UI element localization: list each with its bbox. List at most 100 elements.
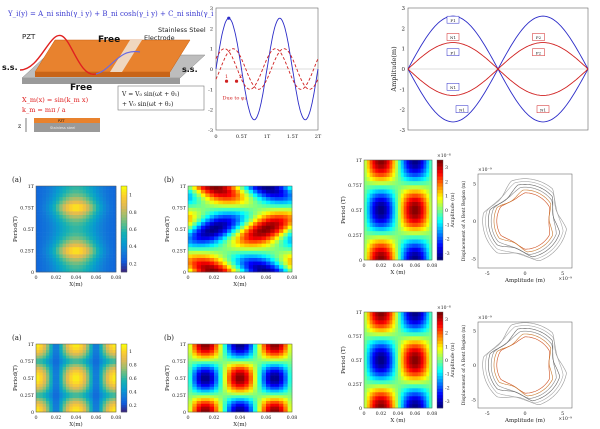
heatmap-cell	[76, 232, 80, 237]
heatmap-cell	[205, 203, 210, 208]
heatmap-cell	[49, 239, 53, 244]
heatmap-cell	[86, 363, 90, 367]
heatmap-cell	[364, 197, 368, 202]
heatmap-cell	[261, 366, 267, 370]
heatmap-cell	[240, 363, 245, 367]
heatmap-cell	[364, 160, 368, 165]
heatmap-cell	[106, 355, 110, 359]
heatmap-cell	[82, 355, 87, 359]
heatmap-cell	[429, 344, 433, 349]
colorbar-cell	[437, 180, 443, 184]
heatmap-cell	[46, 400, 50, 404]
heatmap-cell	[66, 406, 70, 410]
heatmap-cell	[92, 355, 97, 359]
heatmap-cell	[36, 349, 40, 353]
heatmap-cell	[372, 230, 376, 236]
heatmap-cell	[389, 328, 393, 333]
heatmap-cell	[109, 380, 113, 384]
heatmap-cell	[86, 229, 90, 233]
heatmap-cell	[423, 340, 427, 345]
heatmap-cell	[253, 264, 258, 269]
colorbar-cell	[437, 200, 443, 204]
heatmap-cell	[244, 355, 249, 359]
heatmap-cell	[36, 229, 40, 233]
heatmap-cell	[112, 397, 117, 401]
heatmap-cell	[253, 392, 258, 396]
heatmap-cell	[412, 222, 416, 227]
heatmap-cell	[89, 395, 93, 399]
heatmap-cell	[274, 229, 280, 233]
heatmap-cell	[383, 180, 387, 186]
heatmap-cell	[62, 400, 67, 404]
heatmap-cell	[201, 355, 206, 359]
heatmap-cell	[86, 225, 90, 230]
heatmap-cell	[253, 211, 258, 215]
heatmap-cell	[420, 222, 424, 227]
heatmap-cell	[76, 352, 80, 356]
heatmap-cell	[395, 210, 399, 215]
heatmap-cell	[381, 164, 385, 169]
heatmap-cell	[386, 344, 390, 349]
heatmap-cell	[279, 189, 284, 194]
heatmap-cell	[46, 221, 50, 226]
heatmap-cell	[248, 229, 254, 233]
colorbar-cell	[437, 340, 443, 345]
heatmap-cell	[389, 316, 393, 321]
heatmap-cell	[192, 372, 197, 376]
heatmap-cell	[72, 369, 77, 373]
heatmap-cell	[403, 380, 407, 385]
heatmap-cell	[366, 344, 370, 349]
heatmap-cell	[395, 222, 399, 227]
heatmap-cell	[372, 172, 376, 177]
heatmap-cell	[270, 232, 275, 237]
heatmap-cell	[261, 268, 267, 273]
heatmap-cell	[188, 189, 193, 194]
heatmap-cell	[423, 235, 427, 240]
heatmap-cell	[253, 389, 258, 393]
heatmap-cell	[39, 211, 43, 215]
heatmap-cell	[261, 372, 267, 376]
heatmap-cell	[109, 229, 113, 233]
heatmap-cell	[82, 214, 87, 219]
heatmap-cell	[386, 356, 390, 361]
heatmap-cell	[389, 368, 393, 373]
heatmap-cell	[253, 239, 258, 244]
heatmap-cell	[364, 164, 368, 169]
heatmap-cell	[72, 346, 77, 350]
heatmap-cell	[52, 372, 57, 376]
heatmap-cell	[372, 368, 376, 373]
heatmap-cell	[261, 409, 267, 413]
heatmap-cell	[227, 193, 232, 198]
y-tick-label: 1T	[180, 184, 187, 190]
heatmap-cell	[49, 392, 53, 396]
heatmap-cell	[426, 189, 430, 194]
heatmap-cell	[39, 264, 43, 269]
heatmap-cell	[235, 218, 241, 223]
heatmap-cell	[398, 255, 402, 261]
heatmap-cell	[423, 336, 427, 341]
heatmap-cell	[89, 254, 93, 258]
heatmap-cell	[244, 352, 249, 356]
y-tick-label: 0.25T	[348, 233, 363, 239]
heatmap-cell	[400, 210, 404, 215]
heatmap-cell	[261, 363, 267, 367]
heatmap-cell	[205, 232, 210, 237]
heatmap-cell	[423, 239, 427, 244]
heatmap-cell	[56, 344, 60, 348]
heatmap-cell	[227, 378, 232, 382]
heatmap-cell	[46, 355, 50, 359]
heatmap-cell	[109, 200, 113, 205]
heatmap-cell	[398, 372, 402, 377]
heatmap-cell	[112, 349, 117, 353]
heatmap-cell	[209, 232, 215, 237]
heatmap-cell	[214, 221, 219, 226]
heatmap-cell	[76, 203, 80, 208]
colorbar-cell	[437, 392, 443, 396]
heatmap-cell	[375, 222, 379, 227]
heatmap-cell	[192, 203, 197, 208]
heatmap-cell	[392, 352, 396, 357]
heatmap-cell	[201, 363, 206, 367]
heatmap-cell	[62, 214, 67, 219]
heatmap-cell	[235, 268, 241, 273]
heatmap-cell	[99, 395, 103, 399]
